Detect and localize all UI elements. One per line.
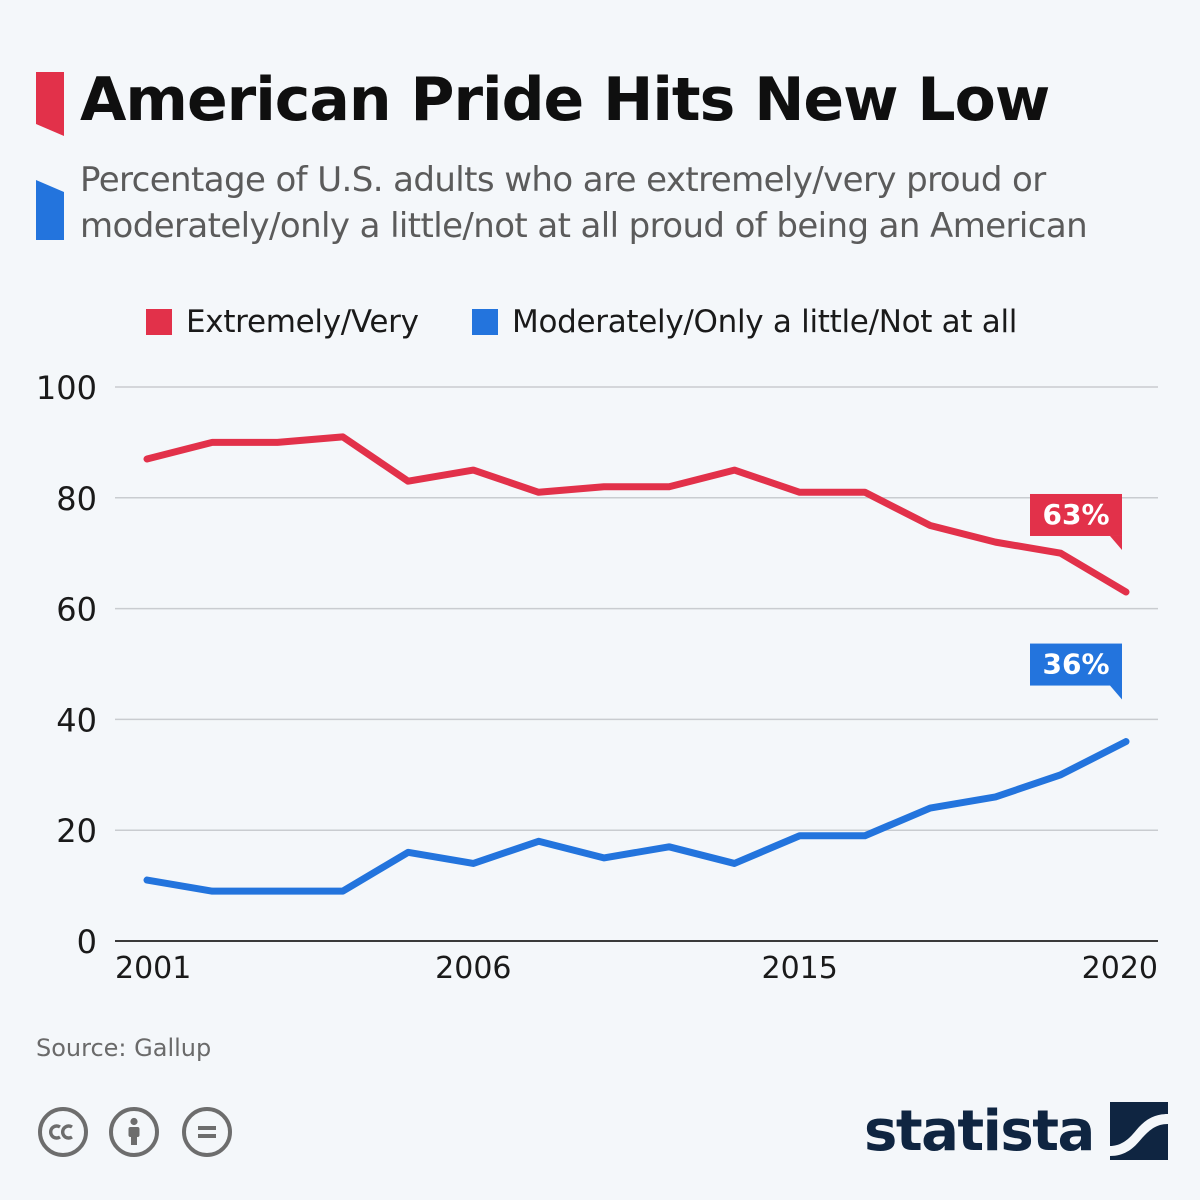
attribution-icon[interactable] xyxy=(109,1107,159,1157)
title-accent-marker xyxy=(36,72,64,136)
brand-name: statista xyxy=(864,1098,1095,1164)
y-tick-label: 80 xyxy=(56,480,97,518)
legend-item-extremely-very: Extremely/Very xyxy=(146,302,419,342)
end-label-box xyxy=(1030,493,1122,536)
y-tick-label: 20 xyxy=(56,812,97,850)
statista-logo[interactable]: statista xyxy=(864,1096,1168,1166)
legend-label: Extremely/Very xyxy=(186,304,419,340)
subtitle-line-1: Percentage of U.S. adults who are extrem… xyxy=(80,160,1046,200)
y-tick-label: 60 xyxy=(56,591,97,629)
page-title: American Pride Hits New Low xyxy=(80,65,1050,135)
statista-mark-icon xyxy=(1109,1102,1168,1160)
series-line-1 xyxy=(143,433,1130,596)
legend-swatch-red xyxy=(146,309,172,335)
x-tick-label: 2015 xyxy=(761,951,837,986)
subtitle: Percentage of U.S. adults who are extrem… xyxy=(80,157,1180,249)
subtitle-accent-marker xyxy=(36,180,64,240)
series-line-2 xyxy=(143,738,1130,895)
x-tick-label: 2006 xyxy=(435,951,511,986)
y-tick-label: 100 xyxy=(36,369,97,407)
line-chart: 0 20 40 60 80 100 2001 2006 2015 2020 63% 36% xyxy=(36,369,1158,986)
end-value-label: 63% xyxy=(1042,498,1109,531)
end-label-box xyxy=(1030,643,1122,686)
x-tick-label: 2001 xyxy=(115,951,191,986)
legend-label: Moderately/Only a little/Not at all xyxy=(512,304,1018,340)
end-value-label: 36% xyxy=(1042,648,1109,681)
y-tick-label: 40 xyxy=(56,701,97,739)
x-tick-label: 2020 xyxy=(1082,951,1158,986)
no-derivatives-icon[interactable] xyxy=(182,1107,232,1157)
subtitle-line-2: moderately/only a little/not at all prou… xyxy=(80,206,1088,246)
legend-item-moderately: Moderately/Only a little/Not at all xyxy=(472,302,1017,342)
cc-icon[interactable] xyxy=(38,1107,88,1157)
source-note: Source: Gallup xyxy=(36,1034,212,1062)
end-label-pointer xyxy=(1110,535,1122,550)
end-label-pointer xyxy=(1110,685,1122,700)
y-tick-label: 0 xyxy=(77,923,97,961)
legend-swatch-blue xyxy=(472,309,498,335)
